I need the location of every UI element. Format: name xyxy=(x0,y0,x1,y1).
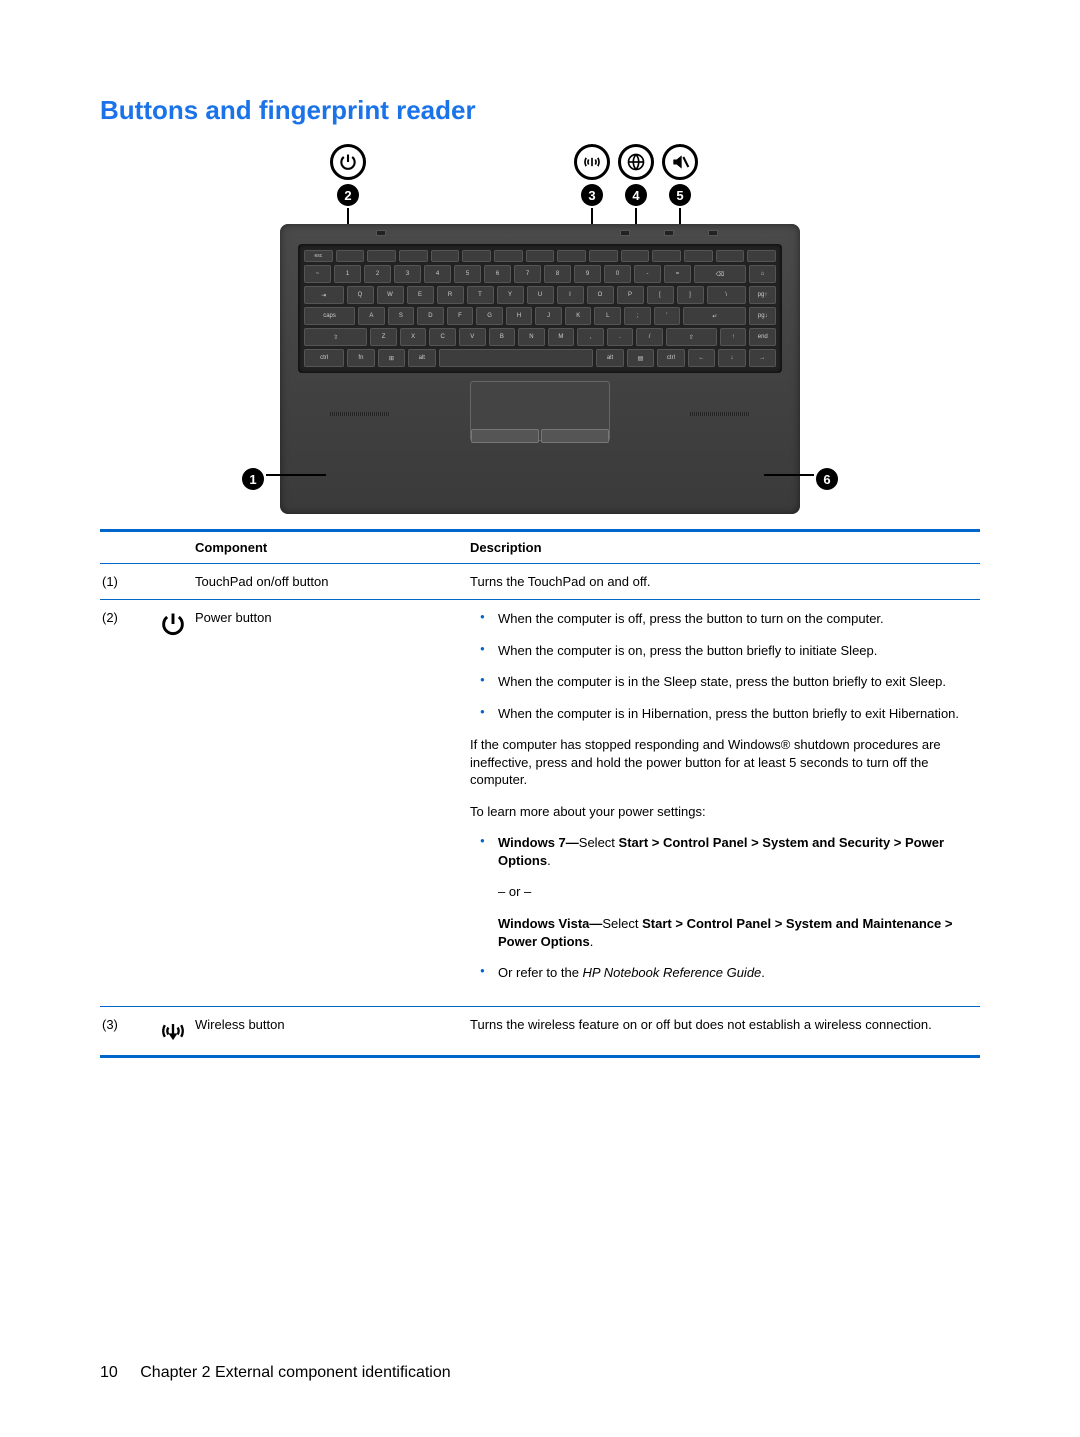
page-number: 10 xyxy=(100,1364,118,1381)
callout-badge-4: 4 xyxy=(625,184,647,206)
page-footer: 10 Chapter 2 External component identifi… xyxy=(100,1364,451,1382)
power-icon xyxy=(159,610,187,638)
desc-bullet: When the computer is in the Sleep state,… xyxy=(470,673,972,691)
row-component: TouchPad on/off button xyxy=(195,574,470,589)
row-component: Wireless button xyxy=(195,1017,470,1045)
power-icon xyxy=(330,144,366,180)
keyboard: esc ~1234567890-=⌫⌂ ⇥QWERTYUIOP[]\pg↑ ca… xyxy=(298,244,782,373)
row-description: Turns the TouchPad on and off. xyxy=(470,574,980,589)
table-header-row: Component Description xyxy=(100,532,980,564)
desc-bullet: When the computer is in Hibernation, pre… xyxy=(470,705,972,723)
header-component: Component xyxy=(195,540,470,555)
callout-badge-5: 5 xyxy=(669,184,691,206)
desc-paragraph: If the computer has stopped responding a… xyxy=(470,736,972,789)
web-icon xyxy=(618,144,654,180)
callout-group-2: 2 xyxy=(330,144,366,226)
callout-badge-3: 3 xyxy=(581,184,603,206)
table-row: (3) Wireless button Turns the wireless f… xyxy=(100,1007,980,1055)
row-icon xyxy=(150,1017,195,1045)
row-num: (2) xyxy=(100,610,150,996)
component-table: Component Description (1) TouchPad on/of… xyxy=(100,529,980,1058)
desc-bullet: Windows 7—Select Start > Control Panel >… xyxy=(470,834,972,950)
laptop-diagram: 2 3 4 5 xyxy=(260,144,820,514)
section-title: Buttons and fingerprint reader xyxy=(100,95,980,126)
row-icon xyxy=(150,574,195,589)
touchpad-buttons xyxy=(471,429,609,443)
desc-bullet: When the computer is off, press the butt… xyxy=(470,610,972,628)
button-strip xyxy=(298,230,782,242)
callout-badge-2: 2 xyxy=(337,184,359,206)
desc-paragraph: To learn more about your power settings: xyxy=(470,803,972,821)
row-description: When the computer is off, press the butt… xyxy=(470,610,980,996)
callout-badge-6: 6 xyxy=(816,468,838,490)
row-icon xyxy=(150,610,195,996)
header-description: Description xyxy=(470,540,980,555)
callout-badge-1: 1 xyxy=(242,468,264,490)
table-row: (1) TouchPad on/off button Turns the Tou… xyxy=(100,564,980,600)
desc-bullet: Or refer to the HP Notebook Reference Gu… xyxy=(470,964,972,982)
row-component: Power button xyxy=(195,610,470,996)
laptop-body: esc ~1234567890-=⌫⌂ ⇥QWERTYUIOP[]\pg↑ ca… xyxy=(280,224,800,514)
callout-group-3: 3 xyxy=(574,144,610,226)
chapter-title: Chapter 2 External component identificat… xyxy=(140,1364,450,1381)
row-num: (1) xyxy=(100,574,150,589)
desc-bullet: When the computer is on, press the butto… xyxy=(470,642,972,660)
mute-icon xyxy=(662,144,698,180)
callout-group-4: 4 xyxy=(618,144,654,226)
callout-icon-row: 2 3 4 5 xyxy=(260,144,820,224)
callout-group-5: 5 xyxy=(662,144,698,226)
row-num: (3) xyxy=(100,1017,150,1045)
wireless-icon xyxy=(159,1017,187,1045)
row-description: Turns the wireless feature on or off but… xyxy=(470,1017,980,1045)
table-row: (2) Power button When the computer is of… xyxy=(100,600,980,1007)
wireless-icon xyxy=(574,144,610,180)
touchpad-area xyxy=(298,381,782,441)
